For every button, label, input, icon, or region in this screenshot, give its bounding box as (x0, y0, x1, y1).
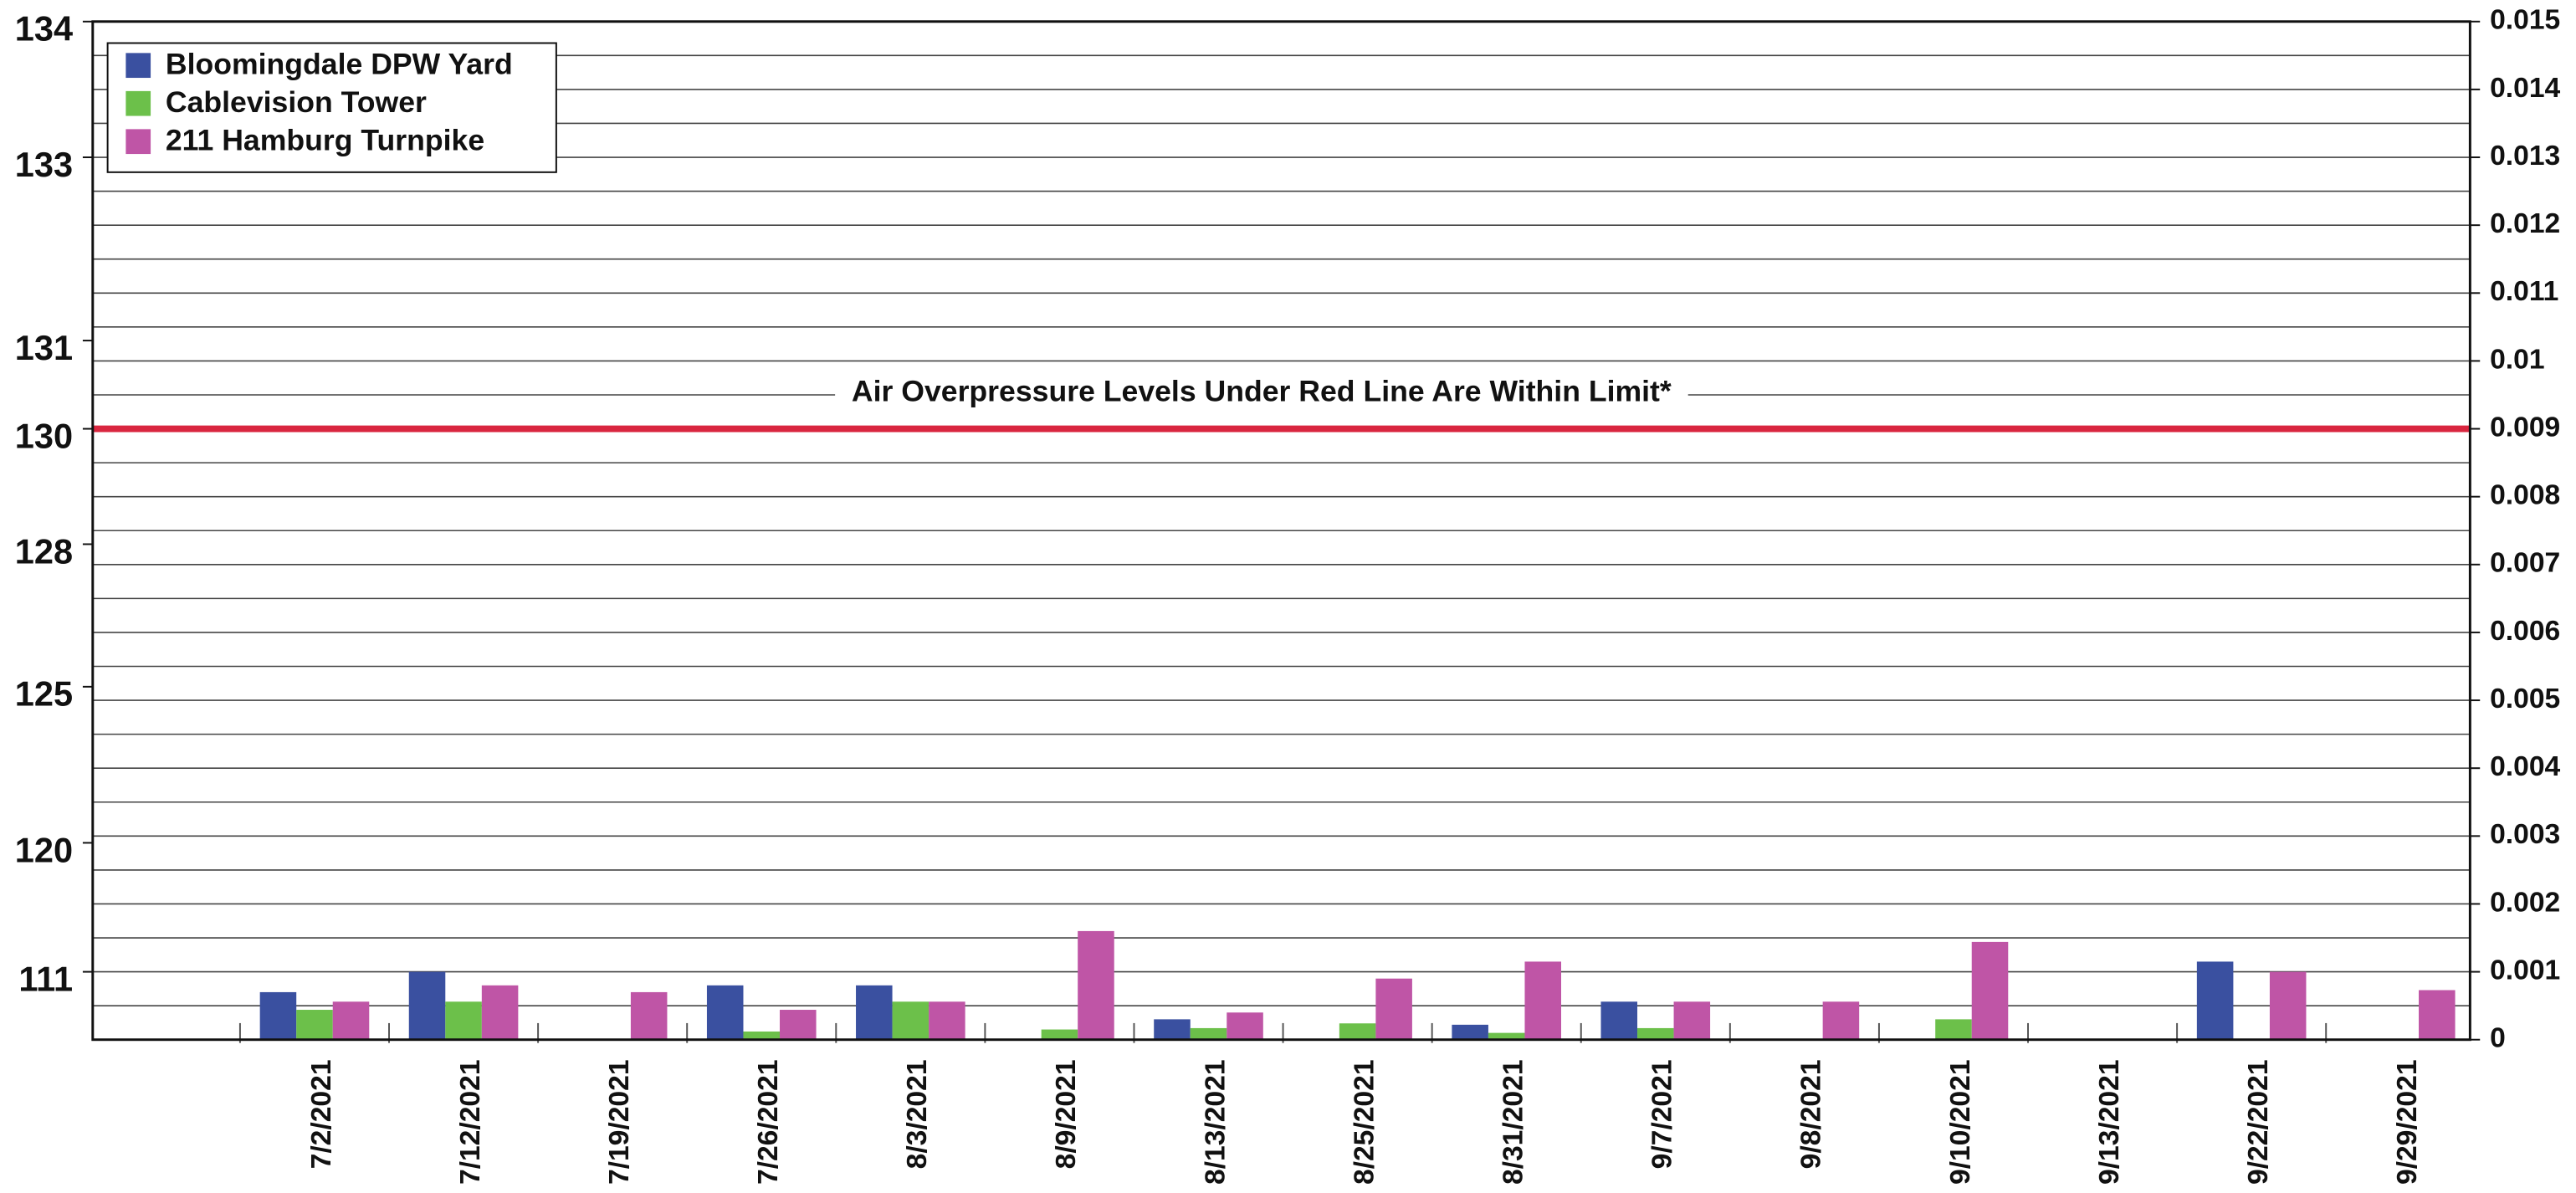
plot-frame (91, 20, 2471, 1042)
legend: Bloomingdale DPW Yard Cablevision Tower 21… (106, 42, 557, 173)
y-tick-label: 0.006 (2490, 616, 2560, 647)
bar (630, 991, 668, 1040)
bar (1452, 1024, 1488, 1040)
bar (1227, 1012, 1263, 1040)
bar (1375, 978, 1412, 1040)
x-tick-label: 9/13/2021 (2094, 1059, 2125, 1185)
bar (1078, 930, 1114, 1040)
x-tick-label: 8/25/2021 (1349, 1059, 1380, 1185)
y-tick-label: 0.001 (2490, 955, 2560, 986)
x-tick-label: 9/8/2021 (1796, 1059, 1827, 1169)
bar (1041, 1029, 1078, 1040)
annotation-background (835, 372, 1688, 410)
y2-tick-label: 125 (15, 674, 73, 714)
bar (929, 1001, 965, 1040)
y-tick-label: 0.004 (2490, 751, 2560, 782)
y-tick-label: 0.014 (2490, 73, 2560, 104)
y-tick-label: 0.012 (2490, 208, 2560, 239)
bar (1673, 1001, 1711, 1040)
y-tick-label: 0.011 (2490, 276, 2558, 307)
y-tick-label: 0.005 (2490, 684, 2560, 714)
y2-tick-label: 111 (18, 959, 73, 998)
bar (1339, 1023, 1376, 1040)
x-tick-label: 9/7/2021 (1647, 1059, 1678, 1169)
x-tick-label: 8/13/2021 (1200, 1059, 1231, 1185)
y2-tick-label: 133 (15, 145, 73, 184)
legend-box (106, 42, 557, 173)
y-tick-label: 0.013 (2490, 141, 2560, 172)
bar (706, 985, 744, 1040)
y2-tick-label: 130 (15, 416, 73, 455)
bar (1637, 1027, 1674, 1040)
legend-swatch (125, 53, 151, 79)
y-tick-label: 0.008 (2490, 480, 2560, 511)
bar (2419, 990, 2456, 1040)
bar (332, 1001, 370, 1040)
y-tick-label: 0.003 (2490, 819, 2560, 850)
legend-swatch (125, 90, 151, 116)
x-tick-label: 7/2/2021 (306, 1059, 337, 1169)
bar (296, 1010, 333, 1040)
x-tick-label: 7/19/2021 (604, 1059, 635, 1185)
x-tick-label: 9/29/2021 (2392, 1059, 2423, 1185)
y2-tick-label: 134 (15, 9, 73, 49)
bar (2269, 971, 2307, 1040)
x-tick-label: 8/3/2021 (902, 1059, 933, 1169)
limit-annotation: Air Overpressure Levels Under Red Line A… (852, 374, 1672, 407)
bar (1154, 1019, 1191, 1040)
bar (1488, 1032, 1525, 1040)
bar (780, 1010, 817, 1040)
bar (743, 1031, 781, 1040)
x-tick-label: 7/12/2021 (455, 1059, 486, 1185)
bar (856, 985, 893, 1040)
bar (481, 985, 519, 1040)
bar (259, 991, 297, 1040)
y2-tick-label: 120 (15, 830, 73, 869)
y-tick-label: 0.01 (2490, 344, 2544, 375)
legend-swatch (125, 129, 151, 155)
y2-tick-label: 131 (15, 328, 73, 367)
x-tick-label: 9/10/2021 (1945, 1059, 1976, 1185)
bar (2196, 961, 2234, 1040)
legend-label: Cablevision Tower (166, 85, 427, 119)
y-tick-label: 0.002 (2490, 887, 2560, 918)
y-tick-label: 0.015 (2490, 5, 2560, 36)
y2-tick-label: 128 (15, 531, 73, 571)
x-tick-label: 8/9/2021 (1051, 1059, 1082, 1169)
bar (1600, 1001, 1638, 1040)
x-tick-label: 9/22/2021 (2243, 1059, 2274, 1185)
x-tick-label: 7/26/2021 (753, 1059, 784, 1185)
bar (408, 971, 446, 1040)
bar (1822, 1001, 1860, 1040)
y-tick-label: 0.007 (2490, 548, 2560, 579)
legend-label: 211 Hamburg Turnpike (166, 124, 484, 157)
legend-label: Bloomingdale DPW Yard (166, 48, 513, 81)
bar (892, 1001, 930, 1040)
bar (1971, 941, 2009, 1040)
y-tick-label: 0 (2490, 1023, 2506, 1054)
y-tick-label: 0.009 (2490, 412, 2560, 443)
bar (1524, 961, 1562, 1040)
bar (1935, 1019, 1972, 1040)
bar (445, 1001, 482, 1040)
bar (1190, 1027, 1227, 1040)
x-tick-label: 8/31/2021 (1498, 1059, 1529, 1185)
